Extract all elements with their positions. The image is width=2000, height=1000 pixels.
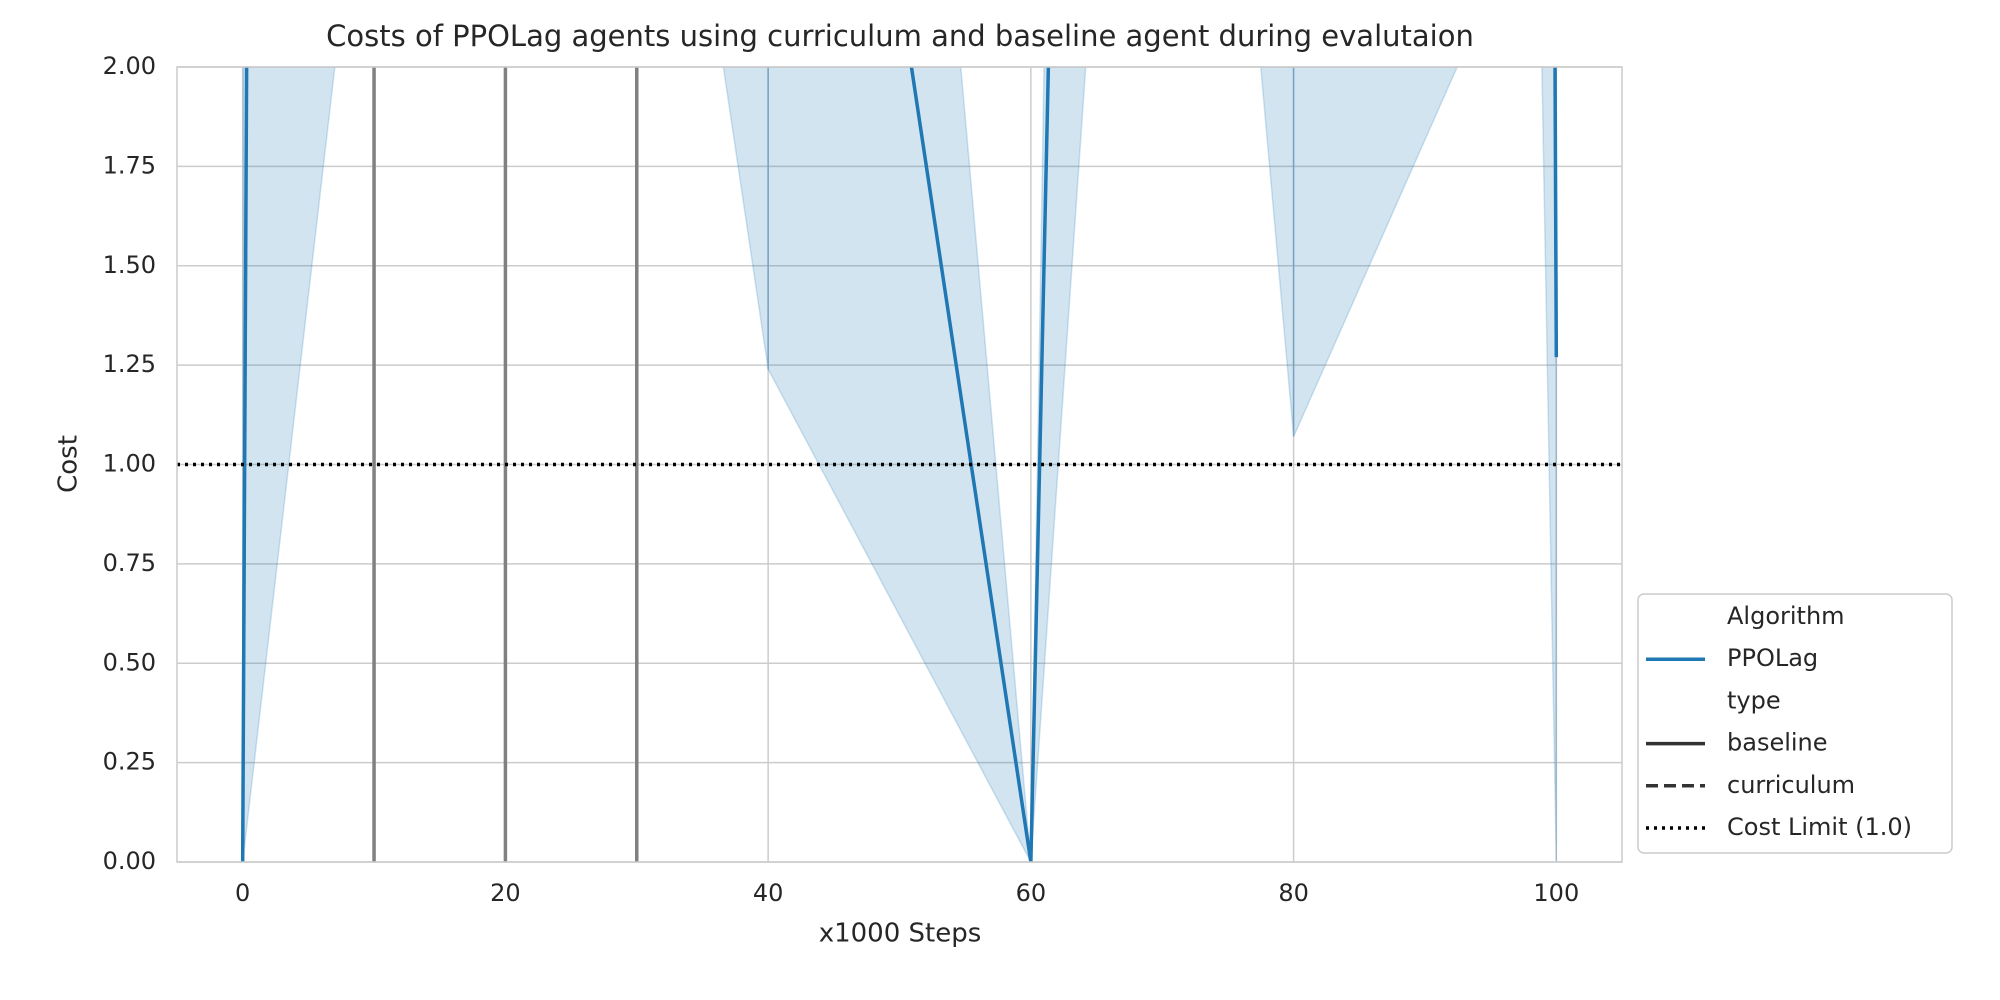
y-tick-label: 1.50	[103, 251, 156, 279]
legend-box	[1637, 593, 1953, 854]
legend-label: Algorithm	[1727, 602, 1845, 630]
legend: Algorithm PPOLag type baseline curriculum Cos…	[1637, 593, 1953, 854]
x-axis-label: x1000 Steps	[819, 919, 982, 949]
y-tick-label: 1.00	[103, 450, 156, 478]
y-tick-label: 0.00	[103, 847, 156, 875]
y-tick-label: 2.00	[103, 52, 156, 80]
x-tick-label: 80	[1278, 879, 1309, 907]
legend-label: baseline	[1727, 729, 1828, 757]
x-tick-label: 0	[235, 879, 250, 907]
y-tick-label: 0.75	[103, 549, 156, 577]
x-tick-label: 60	[1016, 879, 1047, 907]
confidence-band	[1292, 67, 1459, 437]
confidence-band	[241, 67, 336, 862]
y-tick-label: 1.75	[103, 151, 156, 179]
legend-label: Cost Limit (1.0)	[1727, 813, 1912, 841]
y-tick-label: 1.25	[103, 350, 156, 378]
confidence-band	[722, 67, 769, 370]
y-tick-label: 0.50	[103, 648, 156, 676]
confidence-band	[1541, 67, 1558, 862]
y-axis-label: Cost	[54, 435, 84, 493]
x-tick-label: 40	[753, 879, 784, 907]
plot-frame	[176, 66, 1623, 863]
plot-area	[177, 67, 1622, 862]
x-tick-label: 100	[1533, 879, 1579, 907]
chart-title: Costs of PPOLag agents using curriculum …	[326, 19, 1474, 53]
y-tick-label: 0.25	[103, 748, 156, 776]
legend-label: type	[1727, 686, 1781, 714]
legend-label: PPOLag	[1727, 644, 1818, 672]
legend-label: curriculum	[1727, 771, 1855, 799]
x-tick-label: 20	[490, 879, 521, 907]
confidence-band	[1259, 67, 1295, 437]
